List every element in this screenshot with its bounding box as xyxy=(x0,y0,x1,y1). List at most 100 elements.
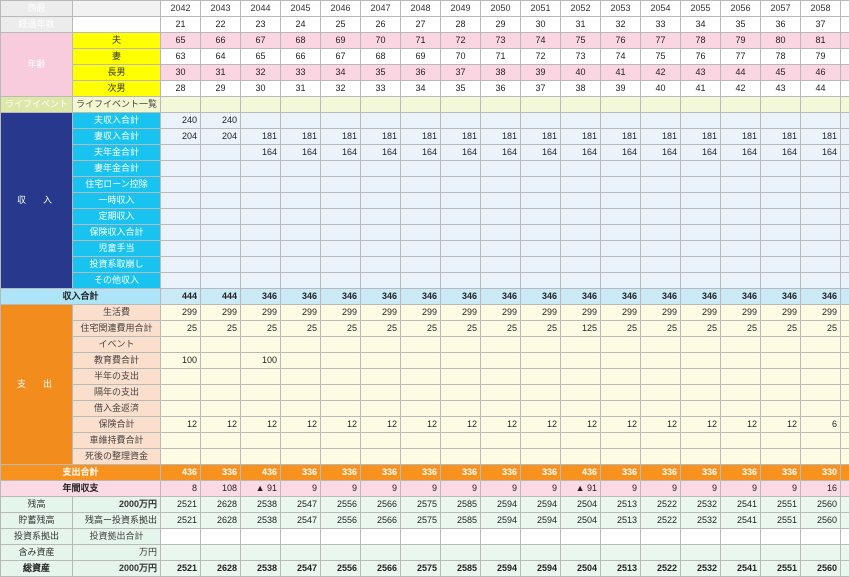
expense-value-cell[interactable] xyxy=(521,369,561,385)
income-value-cell[interactable] xyxy=(641,177,681,193)
expense-value-cell[interactable] xyxy=(761,337,801,353)
income-value-cell[interactable]: 164 xyxy=(801,145,841,161)
income-value-cell[interactable] xyxy=(481,161,521,177)
expense-value-cell[interactable] xyxy=(801,385,841,401)
expense-value-cell[interactable] xyxy=(481,337,521,353)
expense-value-cell[interactable]: 6 xyxy=(801,417,841,433)
expense-value-cell[interactable] xyxy=(441,353,481,369)
expense-value-cell[interactable]: 25 xyxy=(481,321,521,337)
income-value-cell[interactable] xyxy=(681,177,721,193)
expense-value-cell[interactable] xyxy=(401,433,441,449)
expense-value-cell[interactable] xyxy=(721,337,761,353)
expense-value-cell[interactable] xyxy=(281,401,321,417)
expense-value-cell[interactable] xyxy=(161,385,201,401)
income-value-cell[interactable] xyxy=(441,161,481,177)
income-value-cell[interactable] xyxy=(401,257,441,273)
income-value-cell[interactable] xyxy=(241,209,281,225)
income-value-cell[interactable] xyxy=(641,241,681,257)
expense-value-cell[interactable] xyxy=(321,337,361,353)
expense-value-cell[interactable] xyxy=(241,433,281,449)
income-value-cell[interactable] xyxy=(441,113,481,129)
income-value-cell[interactable] xyxy=(161,257,201,273)
income-value-cell[interactable] xyxy=(321,257,361,273)
expense-value-cell[interactable]: 300 xyxy=(841,449,849,465)
income-value-cell[interactable] xyxy=(801,241,841,257)
expense-value-cell[interactable] xyxy=(281,385,321,401)
expense-value-cell[interactable] xyxy=(201,385,241,401)
expense-value-cell[interactable] xyxy=(721,401,761,417)
income-value-cell[interactable] xyxy=(561,273,601,289)
life-event-cell[interactable] xyxy=(401,97,441,113)
expense-value-cell[interactable] xyxy=(521,433,561,449)
income-value-cell[interactable]: 181 xyxy=(441,129,481,145)
expense-value-cell[interactable] xyxy=(721,449,761,465)
income-value-cell[interactable] xyxy=(281,225,321,241)
income-value-cell[interactable] xyxy=(441,225,481,241)
expense-value-cell[interactable] xyxy=(601,401,641,417)
expense-value-cell[interactable] xyxy=(321,369,361,385)
income-value-cell[interactable] xyxy=(321,225,361,241)
expense-value-cell[interactable] xyxy=(481,433,521,449)
expense-value-cell[interactable] xyxy=(841,353,849,369)
expense-value-cell[interactable]: 25 xyxy=(161,321,201,337)
expense-value-cell[interactable] xyxy=(521,401,561,417)
income-value-cell[interactable] xyxy=(481,273,521,289)
expense-value-cell[interactable] xyxy=(761,449,801,465)
income-value-cell[interactable] xyxy=(681,161,721,177)
expense-value-cell[interactable] xyxy=(601,353,641,369)
expense-value-cell[interactable]: 12 xyxy=(161,417,201,433)
life-event-cell[interactable] xyxy=(321,97,361,113)
income-value-cell[interactable] xyxy=(761,177,801,193)
income-value-cell[interactable] xyxy=(761,113,801,129)
income-value-cell[interactable]: 181 xyxy=(641,129,681,145)
income-value-cell[interactable] xyxy=(841,209,849,225)
expense-value-cell[interactable] xyxy=(401,337,441,353)
life-event-cell[interactable] xyxy=(681,97,721,113)
income-value-cell[interactable] xyxy=(201,241,241,257)
expense-value-cell[interactable] xyxy=(681,433,721,449)
income-value-cell[interactable] xyxy=(761,273,801,289)
expense-value-cell[interactable]: 299 xyxy=(241,305,281,321)
income-value-cell[interactable] xyxy=(281,161,321,177)
expense-value-cell[interactable] xyxy=(801,369,841,385)
income-value-cell[interactable] xyxy=(321,209,361,225)
income-value-cell[interactable] xyxy=(561,113,601,129)
income-value-cell[interactable] xyxy=(521,177,561,193)
income-value-cell[interactable] xyxy=(641,209,681,225)
income-value-cell[interactable]: 240 xyxy=(161,113,201,129)
expense-value-cell[interactable] xyxy=(201,353,241,369)
income-value-cell[interactable] xyxy=(721,161,761,177)
income-value-cell[interactable] xyxy=(841,193,849,209)
expense-value-cell[interactable] xyxy=(161,369,201,385)
expense-value-cell[interactable] xyxy=(601,385,641,401)
expense-value-cell[interactable]: 25 xyxy=(281,321,321,337)
income-value-cell[interactable] xyxy=(361,209,401,225)
income-value-cell[interactable] xyxy=(841,161,849,177)
life-event-cell[interactable] xyxy=(201,97,241,113)
expense-value-cell[interactable]: 299 xyxy=(681,305,721,321)
income-value-cell[interactable] xyxy=(641,161,681,177)
expense-value-cell[interactable] xyxy=(681,385,721,401)
income-value-cell[interactable] xyxy=(441,241,481,257)
expense-value-cell[interactable] xyxy=(721,353,761,369)
income-value-cell[interactable] xyxy=(281,209,321,225)
expense-value-cell[interactable] xyxy=(441,385,481,401)
income-value-cell[interactable] xyxy=(801,113,841,129)
expense-value-cell[interactable]: 6 xyxy=(841,417,849,433)
expense-value-cell[interactable]: 12 xyxy=(761,417,801,433)
expense-value-cell[interactable] xyxy=(561,337,601,353)
expense-value-cell[interactable]: 12 xyxy=(601,417,641,433)
income-value-cell[interactable] xyxy=(721,225,761,241)
income-value-cell[interactable] xyxy=(321,241,361,257)
income-value-cell[interactable] xyxy=(201,161,241,177)
life-event-cell[interactable] xyxy=(441,97,481,113)
income-value-cell[interactable]: 240 xyxy=(201,113,241,129)
income-value-cell[interactable] xyxy=(801,209,841,225)
income-value-cell[interactable]: 164 xyxy=(321,145,361,161)
life-event-cell[interactable] xyxy=(161,97,201,113)
income-value-cell[interactable] xyxy=(521,273,561,289)
expense-value-cell[interactable] xyxy=(241,401,281,417)
income-value-cell[interactable] xyxy=(681,225,721,241)
income-value-cell[interactable] xyxy=(801,177,841,193)
expense-value-cell[interactable]: 25 xyxy=(841,321,849,337)
